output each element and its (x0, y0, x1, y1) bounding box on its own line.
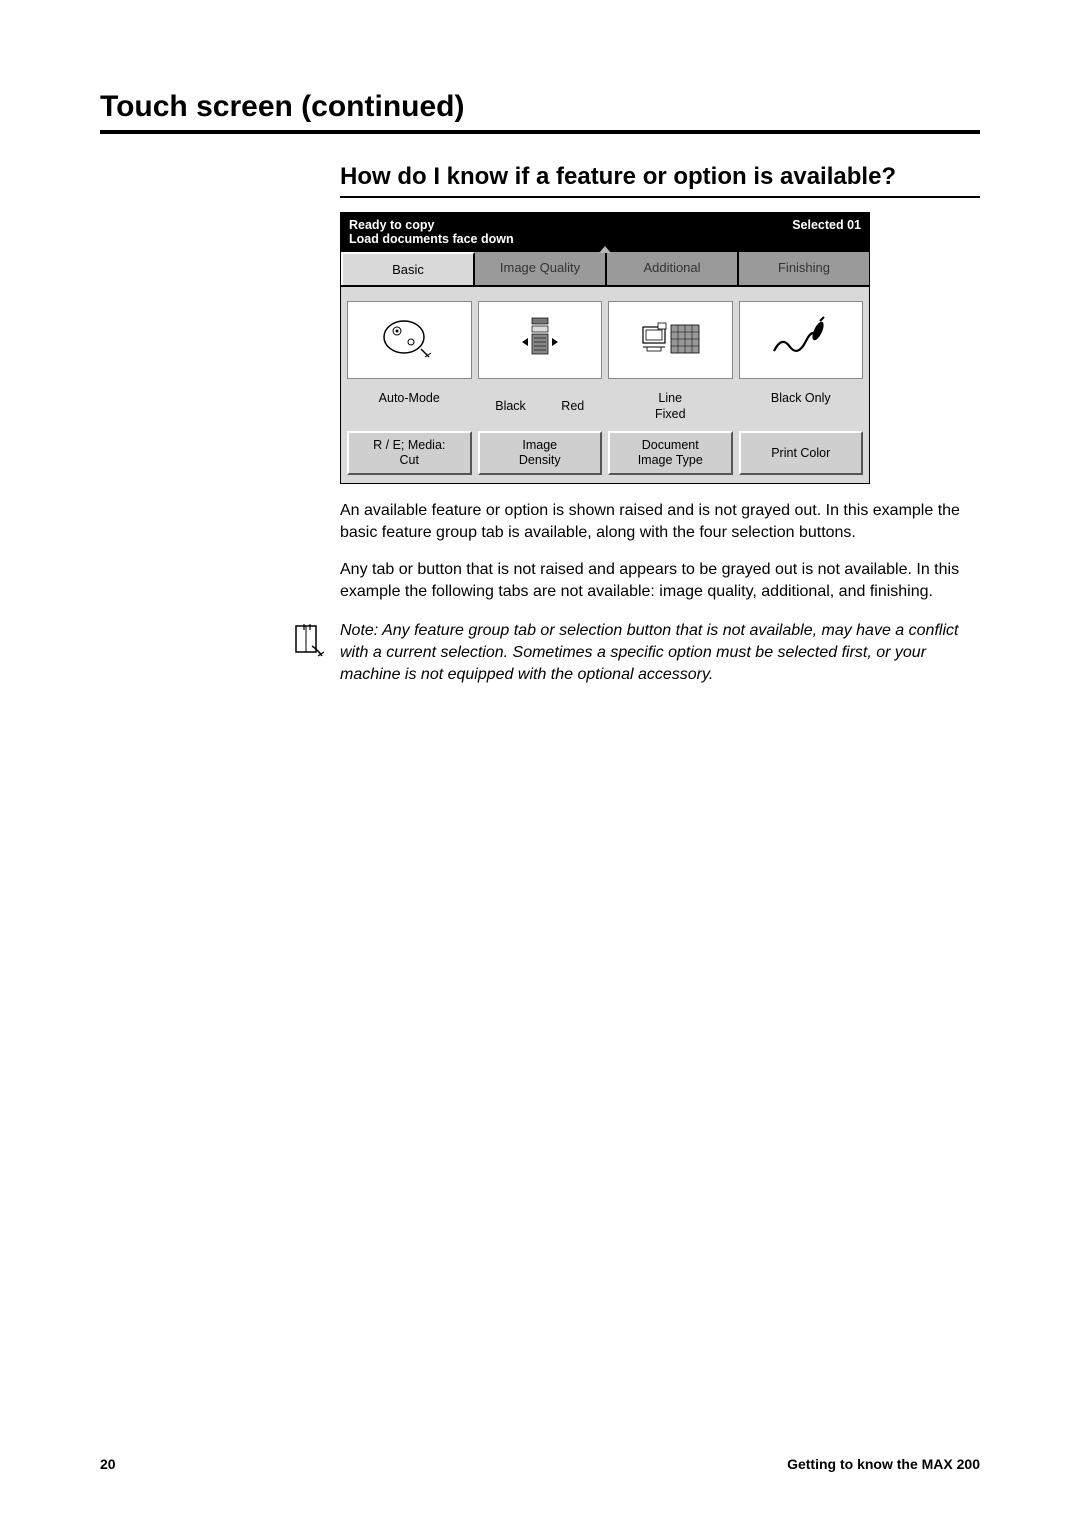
button-row: R / E; Media: Cut Image Density Document… (341, 431, 869, 483)
label-text: Line (658, 391, 682, 407)
touchscreen-panel: Ready to copy Load documents face down S… (340, 212, 870, 484)
document-type-button[interactable]: Document Image Type (608, 431, 733, 475)
selected-count: Selected 01 (792, 218, 861, 232)
btn-line: R / E; Media: (351, 438, 468, 453)
tab-basic[interactable]: Basic (341, 252, 475, 285)
label-black-only: Black Only (739, 391, 864, 423)
label-auto-mode: Auto-Mode (347, 391, 472, 423)
label-row: Auto-Mode Black Red Line Fixed Black Onl… (341, 387, 869, 431)
label-text: Black (495, 399, 526, 415)
btn-line: Image (482, 438, 599, 453)
paragraph-1: An available feature or option is shown … (340, 500, 980, 543)
label-black-red: Black Red (478, 391, 603, 423)
page-footer: 20 Getting to know the MAX 200 (100, 1456, 980, 1472)
tab-finishing[interactable]: Finishing (739, 252, 869, 285)
tab-image-quality[interactable]: Image Quality (475, 252, 607, 285)
status-line-2: Load documents face down (349, 232, 792, 246)
page-number: 20 (100, 1456, 116, 1472)
arrow-up-icon (599, 246, 611, 253)
image-density-button[interactable]: Image Density (478, 431, 603, 475)
label-text: Black Only (771, 391, 831, 407)
section-title: How do I know if a feature or option is … (340, 162, 980, 198)
tab-additional[interactable]: Additional (607, 252, 739, 285)
label-line-fixed: Line Fixed (608, 391, 733, 423)
footer-title: Getting to know the MAX 200 (787, 1456, 980, 1472)
btn-line: Document (612, 438, 729, 453)
btn-line: Print Color (743, 446, 860, 461)
note-icon (290, 622, 328, 685)
black-only-icon (739, 301, 864, 379)
icon-row (341, 287, 869, 387)
note-text: Note: Any feature group tab or selection… (340, 620, 980, 685)
btn-line: Density (482, 453, 599, 468)
print-color-button[interactable]: Print Color (739, 431, 864, 475)
line-fixed-icon (608, 301, 733, 379)
auto-mode-icon (347, 301, 472, 379)
media-button[interactable]: R / E; Media: Cut (347, 431, 472, 475)
status-line-1: Ready to copy (349, 218, 792, 232)
tab-row: Basic Image Quality Additional Finishing (341, 252, 869, 287)
paragraph-2: Any tab or button that is not raised and… (340, 559, 980, 602)
label-text: Red (561, 399, 584, 415)
btn-line: Image Type (612, 453, 729, 468)
label-text: Auto-Mode (379, 391, 440, 407)
page-title: Touch screen (continued) (100, 90, 980, 134)
btn-line: Cut (351, 453, 468, 468)
black-red-icon (478, 301, 603, 379)
panel-header: Ready to copy Load documents face down S… (341, 213, 869, 252)
label-text: Fixed (655, 407, 686, 423)
